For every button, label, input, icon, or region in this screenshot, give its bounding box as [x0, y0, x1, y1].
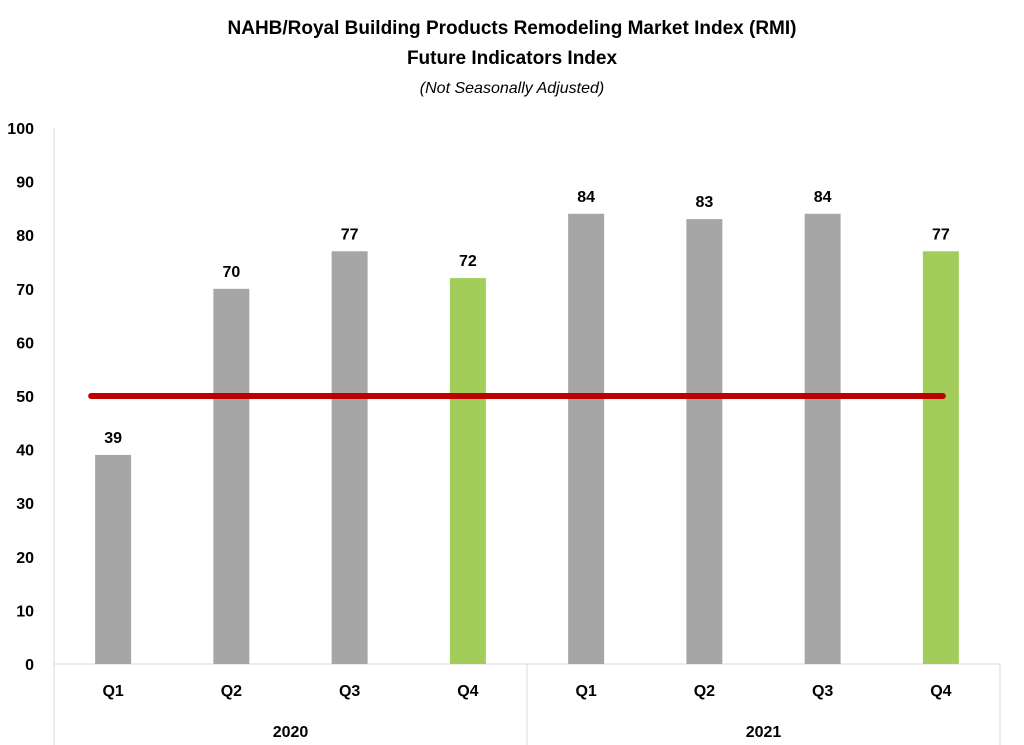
labels-group: 39 Q1 70 Q2 77 Q3 72 Q4 84 Q1 83 Q2 84 Q3 77 Q4 2020 2021: [88, 189, 952, 741]
y-tick-label: 20: [16, 550, 34, 567]
y-tick-label: 10: [16, 603, 34, 620]
y-tick-label: 70: [16, 282, 34, 299]
bar-1: [95, 454, 132, 664]
bar-7: [804, 213, 841, 664]
category-label: Q1: [102, 683, 123, 700]
data-label: 70: [222, 264, 240, 281]
axes-group: 0 10 20 30 40 50 60 70 80 90 100: [7, 121, 1001, 745]
y-tick-label: 40: [16, 443, 34, 460]
y-tick-label: 0: [25, 657, 34, 674]
bars-group: [95, 213, 959, 664]
y-tick-label: 80: [16, 228, 34, 245]
y-tick-label: 100: [7, 121, 34, 138]
category-label: Q4: [457, 683, 478, 700]
category-label: Q3: [339, 683, 360, 700]
data-label: 77: [932, 226, 950, 243]
chart-subtitle: Future Indicators Index: [407, 48, 618, 69]
bar-5: [568, 213, 605, 664]
y-tick-label: 30: [16, 496, 34, 513]
category-label: Q2: [221, 683, 242, 700]
bar-8: [922, 251, 959, 664]
bar-6: [686, 219, 723, 664]
chart-note: (Not Seasonally Adjusted): [420, 80, 604, 97]
y-tick-label: 50: [16, 389, 34, 406]
y-tick-label: 90: [16, 175, 34, 192]
bar-2: [213, 288, 250, 664]
category-label: Q3: [812, 683, 833, 700]
data-label: 72: [459, 253, 477, 270]
bar-3: [331, 251, 368, 664]
data-label: 83: [695, 194, 713, 211]
data-label: 77: [341, 226, 359, 243]
group-label: 2021: [746, 724, 782, 741]
chart-title: NAHB/Royal Building Products Remodeling …: [228, 18, 797, 39]
category-label: Q1: [575, 683, 596, 700]
data-label: 84: [577, 189, 595, 206]
category-label: Q2: [694, 683, 715, 700]
y-tick-label: 60: [16, 335, 34, 352]
category-label: Q4: [930, 683, 951, 700]
bar-4: [449, 278, 486, 664]
data-label: 84: [814, 189, 832, 206]
data-label: 39: [104, 430, 122, 447]
group-label: 2020: [273, 724, 309, 741]
